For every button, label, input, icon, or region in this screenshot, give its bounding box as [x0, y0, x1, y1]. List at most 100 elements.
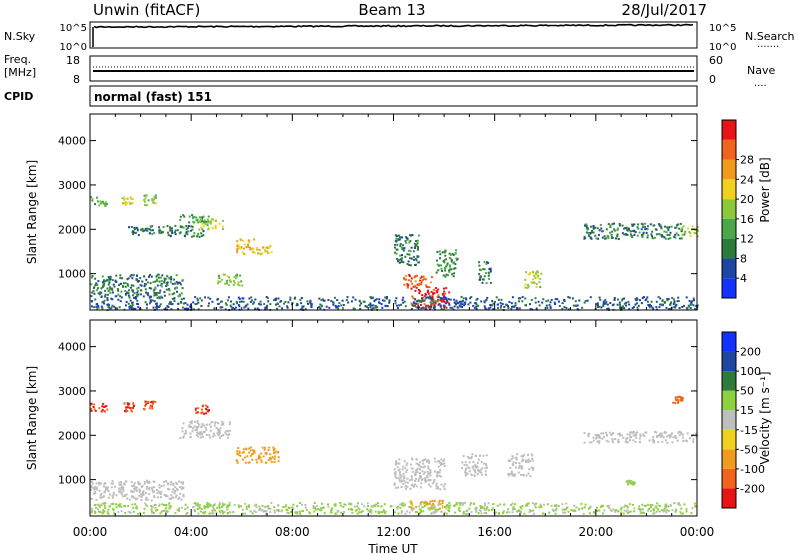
range-cell: [425, 304, 428, 307]
range-cell: [106, 511, 109, 514]
range-cell: [538, 281, 541, 284]
range-cell: [154, 293, 157, 296]
range-cell: [554, 298, 557, 301]
range-cell: [487, 274, 490, 277]
range-cell: [342, 511, 345, 514]
range-cell: [199, 297, 202, 300]
range-cell: [533, 503, 536, 506]
range-cell: [247, 506, 250, 509]
range-cell: [395, 461, 398, 464]
range-cell: [151, 299, 154, 302]
range-cell: [633, 223, 636, 226]
range-cell: [466, 512, 469, 515]
range-cell: [135, 297, 137, 300]
range-cell: [122, 196, 125, 199]
range-cell: [558, 300, 560, 303]
range-cell: [448, 256, 451, 259]
range-cell: [603, 509, 606, 512]
range-cell: [398, 462, 401, 465]
range-cell: [414, 479, 417, 482]
range-cell: [510, 458, 513, 461]
range-cell: [227, 436, 229, 439]
range-cell: [664, 506, 667, 508]
freq-left-tick-top: 18: [66, 54, 80, 67]
range-cell: [443, 261, 446, 264]
range-cell: [165, 507, 168, 510]
range-cell: [589, 296, 592, 299]
range-cell: [588, 235, 591, 237]
range-cell: [642, 296, 645, 298]
range-cell: [322, 299, 325, 302]
range-cell: [377, 502, 380, 505]
range-cell: [681, 306, 684, 308]
range-cell: [440, 458, 443, 461]
range-cell: [111, 496, 114, 499]
range-cell: [509, 472, 512, 475]
range-cell: [363, 505, 366, 508]
range-cell: [127, 277, 130, 280]
range-cell: [180, 498, 183, 501]
range-cell: [301, 306, 304, 309]
range-cell: [675, 232, 678, 235]
range-cell: [625, 510, 628, 513]
range-cell: [139, 493, 142, 496]
range-cell: [168, 507, 171, 510]
range-cell: [256, 248, 259, 251]
range-cell: [412, 250, 415, 253]
range-cell: [330, 509, 333, 512]
range-cell: [406, 283, 409, 286]
range-cell: [102, 284, 105, 287]
range-cell: [237, 304, 240, 306]
range-cell: [157, 490, 160, 493]
range-cell: [226, 275, 229, 278]
range-cell: [179, 492, 182, 495]
range-cell: [159, 289, 162, 292]
range-cell: [625, 226, 628, 229]
range-cell: [153, 486, 156, 489]
range-cell: [535, 502, 538, 505]
range-cell: [292, 507, 295, 510]
range-cell: [296, 304, 299, 306]
range-cell: [403, 300, 406, 303]
range-cell: [411, 467, 414, 470]
range-cell: [115, 280, 118, 283]
range-cell: [245, 246, 248, 249]
range-cell: [415, 259, 418, 262]
range-cell: [197, 308, 200, 311]
range-cell: [592, 231, 595, 234]
range-cell: [637, 223, 640, 226]
range-cell: [134, 296, 137, 298]
range-cell: [477, 512, 480, 514]
range-cell: [106, 297, 109, 300]
range-cell: [146, 204, 148, 207]
range-cell: [517, 471, 520, 474]
range-cell: [103, 491, 106, 494]
range-cell: [563, 511, 566, 514]
range-cell: [90, 486, 93, 489]
range-cell: [611, 441, 614, 444]
range-cell: [242, 239, 245, 242]
range-cell: [653, 512, 656, 515]
range-cell: [664, 237, 667, 240]
range-cell: [278, 510, 280, 513]
range-cell: [367, 303, 370, 306]
range-cell: [124, 304, 127, 307]
range-cell: [679, 399, 682, 402]
range-cell: [478, 264, 481, 267]
range-cell: [448, 510, 451, 513]
velocity-data: [90, 395, 699, 515]
range-cell: [175, 487, 178, 490]
range-cell: [527, 285, 530, 288]
range-cell: [336, 509, 339, 512]
range-cell: [406, 462, 409, 465]
range-cell: [437, 269, 440, 272]
range-cell: [421, 477, 424, 480]
freq-right-tick-top: 60: [709, 54, 723, 67]
range-cell: [462, 510, 465, 513]
range-cell: [95, 305, 98, 308]
colorbar-segment: [722, 332, 736, 352]
range-cell: [440, 267, 443, 270]
range-cell: [533, 281, 536, 284]
range-cell: [534, 297, 537, 300]
range-cell: [674, 236, 677, 239]
